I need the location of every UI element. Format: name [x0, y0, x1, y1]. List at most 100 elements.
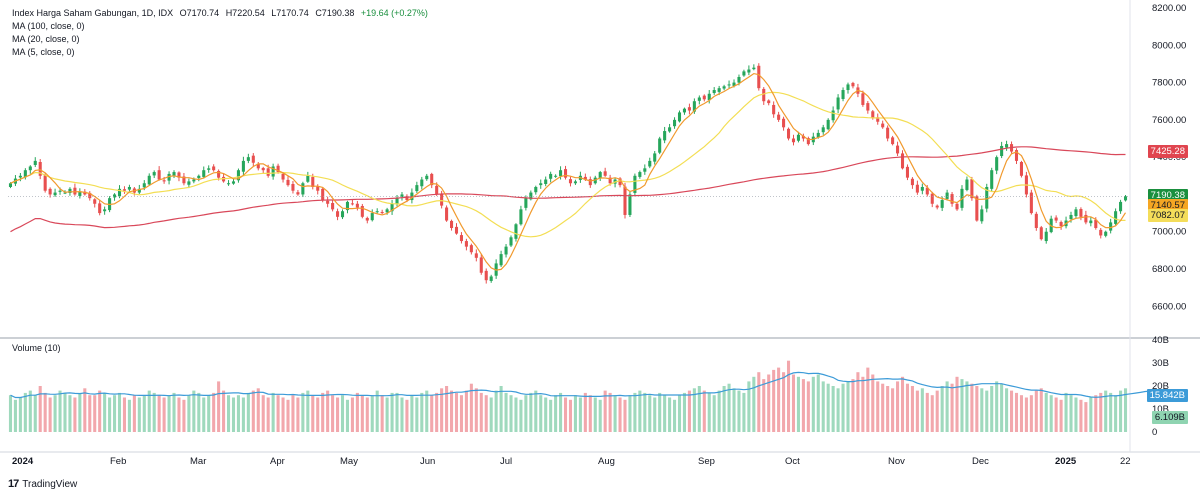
candle-body [241, 160, 245, 172]
volume-bar [217, 381, 221, 432]
candle-body [539, 183, 543, 186]
volume-bar [187, 395, 191, 432]
change-value: +19.64 (+0.27%) [360, 8, 428, 18]
volume-bar [58, 390, 62, 432]
volume-bar [653, 397, 657, 432]
volume-bar [668, 397, 672, 432]
volume-bar [905, 383, 910, 432]
volume-bar [360, 395, 364, 432]
volume-bar [1024, 397, 1028, 432]
volume-bar [752, 376, 756, 432]
volume-bar [499, 386, 503, 432]
volume-bar [132, 395, 136, 432]
volume-bar [930, 395, 934, 432]
volume-bar [772, 369, 776, 432]
volume-bar [1074, 397, 1078, 432]
candle-body [801, 135, 805, 139]
volume-bar [261, 395, 265, 432]
candle-body [1044, 231, 1048, 242]
candle-body [851, 82, 855, 87]
volume-bar [336, 397, 340, 432]
candle-body [1079, 208, 1083, 217]
volume-tick-label: 0 [1152, 427, 1157, 438]
candle-body [226, 183, 231, 185]
volume-bar [687, 390, 691, 432]
candle-body [459, 235, 463, 242]
candle-body [925, 187, 929, 195]
volume-bar [380, 395, 384, 432]
y-tick-label: 7000.00 [1152, 227, 1186, 238]
candle-body [742, 71, 746, 76]
volume-bar [836, 388, 840, 432]
volume-bar [33, 395, 37, 432]
candle-body [965, 179, 969, 190]
candle-body [454, 226, 459, 234]
candle-body [658, 138, 662, 153]
candle-body [58, 190, 62, 192]
candle-body [8, 183, 13, 187]
volume-bar [712, 395, 716, 432]
volume-bar [801, 379, 805, 432]
candle-body [896, 145, 900, 154]
volume-bar [38, 386, 42, 432]
legend-ma20[interactable]: MA (20, close, 0) [12, 34, 80, 44]
legend-ma100[interactable]: MA (100, close, 0) [12, 21, 85, 31]
candle-body [603, 171, 607, 176]
tradingview-brand[interactable]: 17 TradingView [8, 478, 77, 490]
volume-bar [28, 390, 32, 432]
candle-body [479, 257, 483, 273]
candle-body [940, 200, 944, 208]
candle-body [1119, 201, 1123, 212]
candle-body [345, 201, 350, 211]
candle-body [970, 179, 974, 199]
candle-body [217, 170, 221, 178]
candle-body [1059, 222, 1063, 227]
volume-bar [152, 392, 156, 432]
volume-bar [137, 397, 141, 432]
legend-ma5[interactable]: MA (5, close, 0) [12, 47, 75, 57]
volume-bar [1044, 392, 1048, 432]
candle-body [1089, 220, 1093, 224]
candle-body [117, 188, 122, 197]
candle-body [762, 88, 766, 102]
candle-body [464, 241, 468, 247]
volume-bar [643, 392, 647, 432]
volume-bar [23, 392, 27, 432]
candle-body [1069, 214, 1073, 220]
symbol-title: Index Harga Saham Gabungan, 1D, IDX [12, 8, 174, 18]
candle-body [935, 205, 939, 208]
candle-body [806, 138, 810, 145]
volume-bar [345, 399, 350, 432]
candle-body [336, 211, 340, 217]
candle-body [653, 153, 657, 162]
volume-bar [990, 386, 994, 432]
volume-bar [489, 397, 493, 432]
volume-bar [1054, 397, 1058, 432]
volume-bar [1029, 395, 1033, 432]
volume-bar [539, 395, 543, 432]
volume-bar [861, 376, 865, 432]
price-tag: 7082.07 [1147, 209, 1188, 223]
volume-bar [881, 383, 885, 432]
candle-body [529, 192, 533, 200]
tradingview-logo-icon: 17 [8, 478, 19, 490]
volume-bar [167, 395, 171, 432]
candle-body [316, 186, 320, 191]
candle-body [440, 193, 444, 206]
volume-bar [98, 390, 102, 432]
candle-body [841, 90, 845, 99]
candle-body [182, 176, 186, 184]
volume-bar [296, 397, 300, 432]
legend-volume[interactable]: Volume (10) [12, 343, 61, 353]
candle-body [712, 90, 716, 94]
volume-bar [306, 390, 310, 432]
volume-tick-label: 10B [1152, 404, 1169, 415]
candle-body [1019, 162, 1023, 176]
volume-bar [1084, 402, 1088, 432]
candle-body [930, 193, 934, 204]
candle-body [340, 211, 345, 218]
candle-body [435, 185, 439, 195]
close-value: C7190.38 [315, 8, 355, 18]
candle-body [276, 165, 280, 173]
